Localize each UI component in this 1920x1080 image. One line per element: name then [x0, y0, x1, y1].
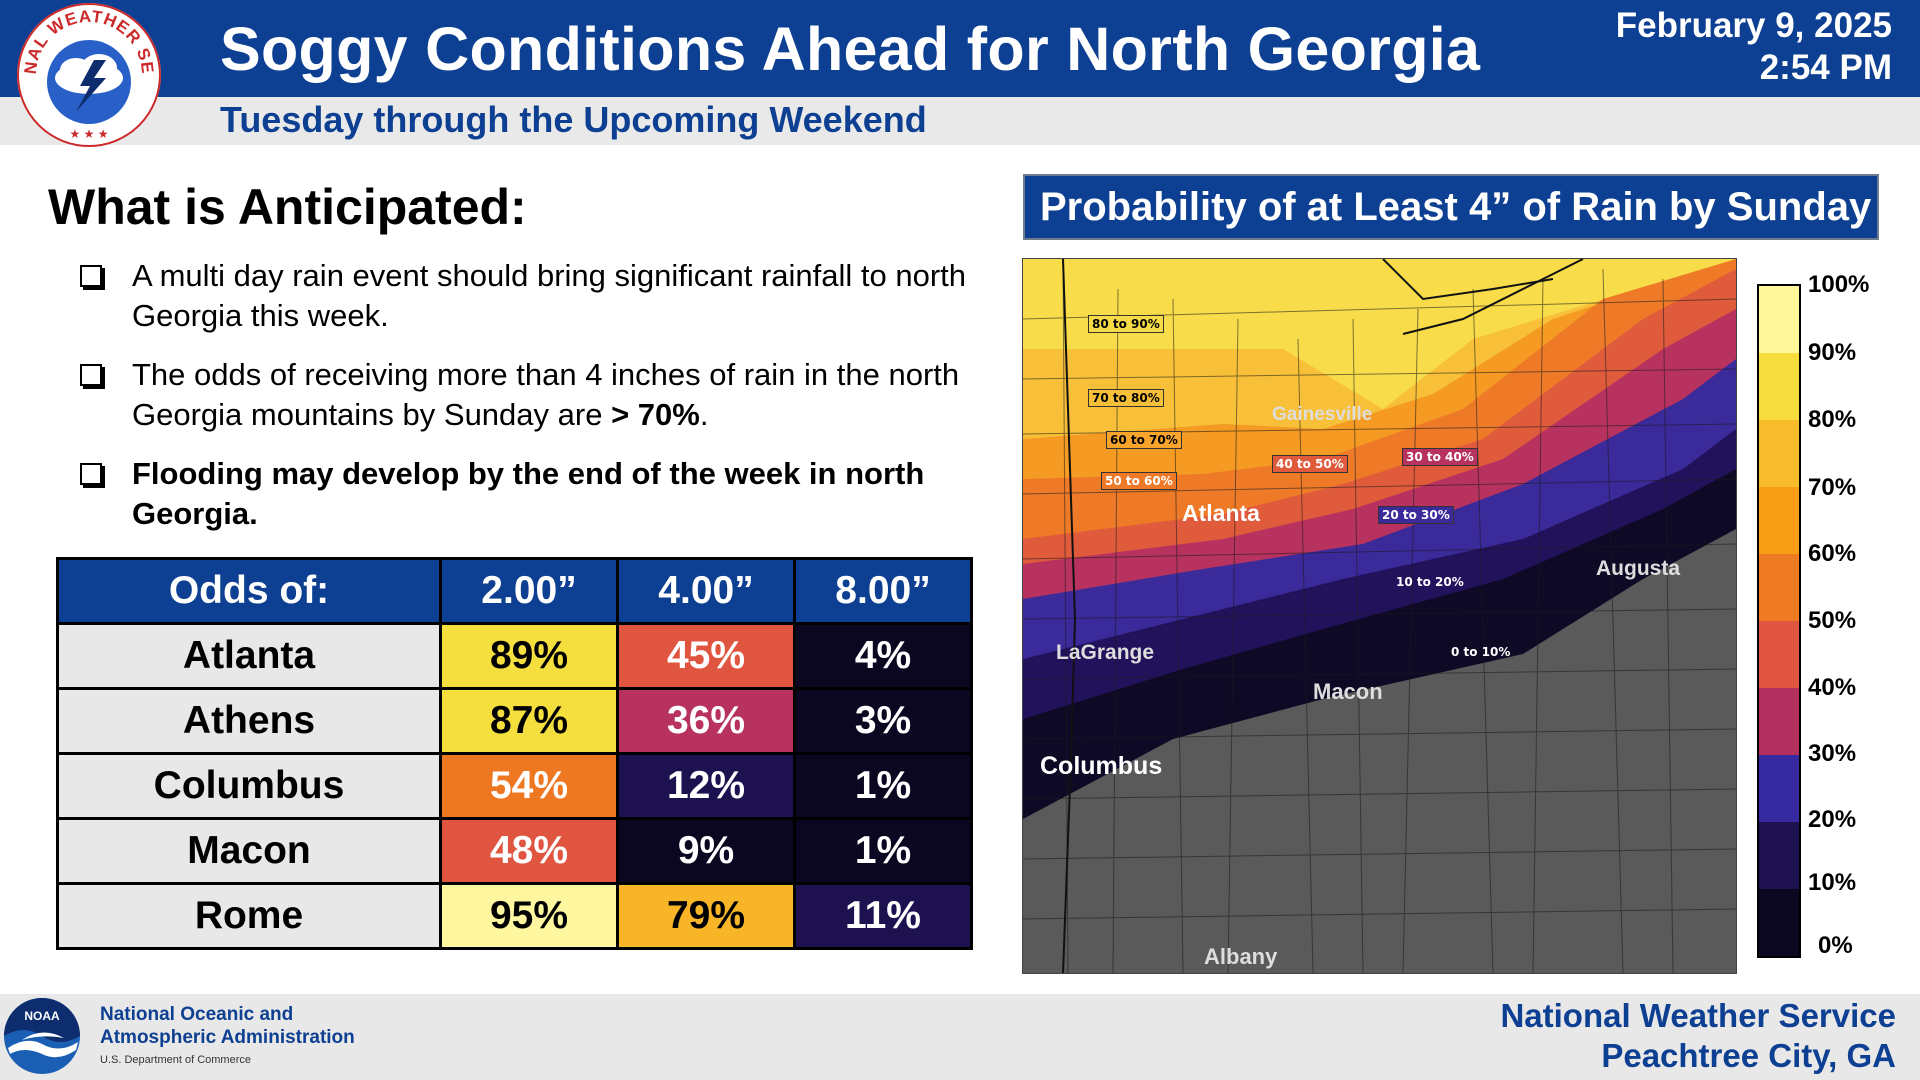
- color-legend: [1757, 284, 1801, 958]
- page-subtitle: Tuesday through the Upcoming Weekend: [220, 99, 927, 140]
- nws-office-name: National Weather Service: [1500, 997, 1896, 1034]
- legend-tick: 30%: [1808, 740, 1857, 767]
- city-label-macon: Macon: [1313, 679, 1383, 704]
- odds-cell: 3%: [793, 687, 973, 755]
- bullet-item: Flooding may develop by the end of the w…: [80, 454, 980, 534]
- map-band-label: 30 to 40%: [1402, 448, 1478, 466]
- city-label-lagrange: LaGrange: [1056, 641, 1155, 664]
- table-header-cell: Odds of:: [56, 557, 442, 625]
- odds-cell: 12%: [616, 752, 796, 820]
- odds-cell: 54%: [439, 752, 619, 820]
- legend-tick: 10%: [1808, 869, 1857, 896]
- anticipated-heading: What is Anticipated:: [48, 179, 527, 235]
- nws-office-location: Peachtree City, GA: [1601, 1037, 1896, 1074]
- map-band-label: 20 to 30%: [1378, 506, 1454, 524]
- city-label-gainesville: Gainesville: [1272, 404, 1373, 425]
- bullet-text-bold: > 70%: [611, 397, 700, 432]
- issue-date: February 9, 2025: [1615, 6, 1892, 45]
- odds-cell: 36%: [616, 687, 796, 755]
- odds-cell: 1%: [793, 752, 973, 820]
- table-header-cell: 4.00”: [616, 557, 796, 625]
- odds-cell: 9%: [616, 817, 796, 885]
- map-band-label: 40 to 50%: [1272, 455, 1348, 473]
- noaa-logo-text: NOAA: [24, 1009, 60, 1023]
- legend-tick: 20%: [1808, 806, 1857, 833]
- map-no-rain-area: [1023, 529, 1736, 973]
- map-band-label: 50 to 60%: [1101, 472, 1177, 490]
- bullet-item: A multi day rain event should bring sign…: [80, 256, 980, 336]
- odds-cell: 89%: [439, 622, 619, 690]
- bullet-text: Flooding may develop by the end of the w…: [132, 456, 925, 531]
- rain-probability-map: [1022, 258, 1737, 974]
- city-label-atlanta: Atlanta: [1182, 500, 1260, 526]
- odds-cell: 4%: [793, 622, 973, 690]
- state-border: [1382, 259, 1554, 301]
- noaa-name-line2: Atmospheric Administration: [100, 1027, 355, 1048]
- odds-cell: 11%: [793, 882, 973, 950]
- odds-cell: 1%: [793, 817, 973, 885]
- legend-tick: 40%: [1808, 674, 1857, 701]
- city-cell: Rome: [56, 882, 442, 950]
- city-label-albany: Albany: [1204, 944, 1278, 969]
- legend-tick: 70%: [1808, 474, 1857, 501]
- city-label-augusta: Augusta: [1596, 557, 1680, 580]
- page-title: Soggy Conditions Ahead for North Georgia: [220, 15, 1481, 83]
- county-lines: [1023, 259, 1736, 973]
- table-row: Rome 95% 79% 11%: [56, 882, 973, 950]
- issue-time: 2:54 PM: [1759, 48, 1892, 87]
- noaa-department: U.S. Department of Commerce: [100, 1054, 251, 1066]
- map-title: Probability of at Least 4” of Rain by Su…: [1040, 185, 1872, 229]
- checkbox-bullet-icon: [80, 463, 102, 485]
- table-row: Athens 87% 36% 3%: [56, 687, 973, 755]
- city-cell: Columbus: [56, 752, 442, 820]
- legend-tick: 80%: [1808, 406, 1857, 433]
- table-header-cell: 2.00”: [439, 557, 619, 625]
- table-row: Columbus 54% 12% 1%: [56, 752, 973, 820]
- odds-cell: 95%: [439, 882, 619, 950]
- map-band-label: 10 to 20%: [1396, 575, 1464, 589]
- bullet-text-post: .: [699, 397, 709, 432]
- legend-tick: 50%: [1808, 607, 1857, 634]
- map-title-box: [1023, 174, 1879, 240]
- table-header-cell: 8.00”: [793, 557, 973, 625]
- bullet-item: The odds of receiving more than 4 inches…: [80, 355, 980, 435]
- legend-tick: 0%: [1818, 932, 1853, 959]
- subtitle-bar: [0, 97, 1920, 145]
- checkbox-bullet-icon: [80, 265, 102, 287]
- odds-cell: 79%: [616, 882, 796, 950]
- svg-text:★ ★ ★: ★ ★ ★: [70, 127, 109, 141]
- map-band-label: 60 to 70%: [1106, 431, 1182, 449]
- odds-cell: 48%: [439, 817, 619, 885]
- noaa-name-line1: National Oceanic and: [100, 1004, 294, 1025]
- odds-cell: 45%: [616, 622, 796, 690]
- checkbox-bullet-icon: [80, 364, 102, 386]
- noaa-logo-icon: NOAA: [4, 998, 80, 1074]
- table-row: Macon 48% 9% 1%: [56, 817, 973, 885]
- odds-table: Odds of: 2.00” 4.00” 8.00” Atlanta 89% 4…: [56, 557, 973, 950]
- nws-seal-icon: NATIONAL WEATHER SERVICE ★ ★ ★: [14, 0, 161, 147]
- bullet-text-pre: The odds of receiving more than 4 inches…: [132, 357, 960, 432]
- city-cell: Macon: [56, 817, 442, 885]
- state-border: [1062, 259, 1077, 973]
- odds-cell: 87%: [439, 687, 619, 755]
- header-bar: [0, 0, 1920, 97]
- city-label-columbus: Columbus: [1040, 752, 1163, 780]
- bullet-text: The odds of receiving more than 4 inches…: [132, 355, 980, 435]
- legend-tick: 100%: [1808, 271, 1870, 298]
- map-band-label: 70 to 80%: [1088, 389, 1164, 407]
- state-border: [1402, 259, 1584, 335]
- map-band-label: 80 to 90%: [1088, 315, 1164, 333]
- footer-bar: [0, 994, 1920, 1080]
- map-band-label: 0 to 10%: [1451, 645, 1511, 659]
- legend-tick: 90%: [1808, 339, 1857, 366]
- city-cell: Atlanta: [56, 622, 442, 690]
- legend-tick: 60%: [1808, 540, 1857, 567]
- table-header-row: Odds of: 2.00” 4.00” 8.00”: [56, 557, 973, 625]
- table-row: Atlanta 89% 45% 4%: [56, 622, 973, 690]
- city-cell: Athens: [56, 687, 442, 755]
- bullet-text: A multi day rain event should bring sign…: [132, 258, 967, 333]
